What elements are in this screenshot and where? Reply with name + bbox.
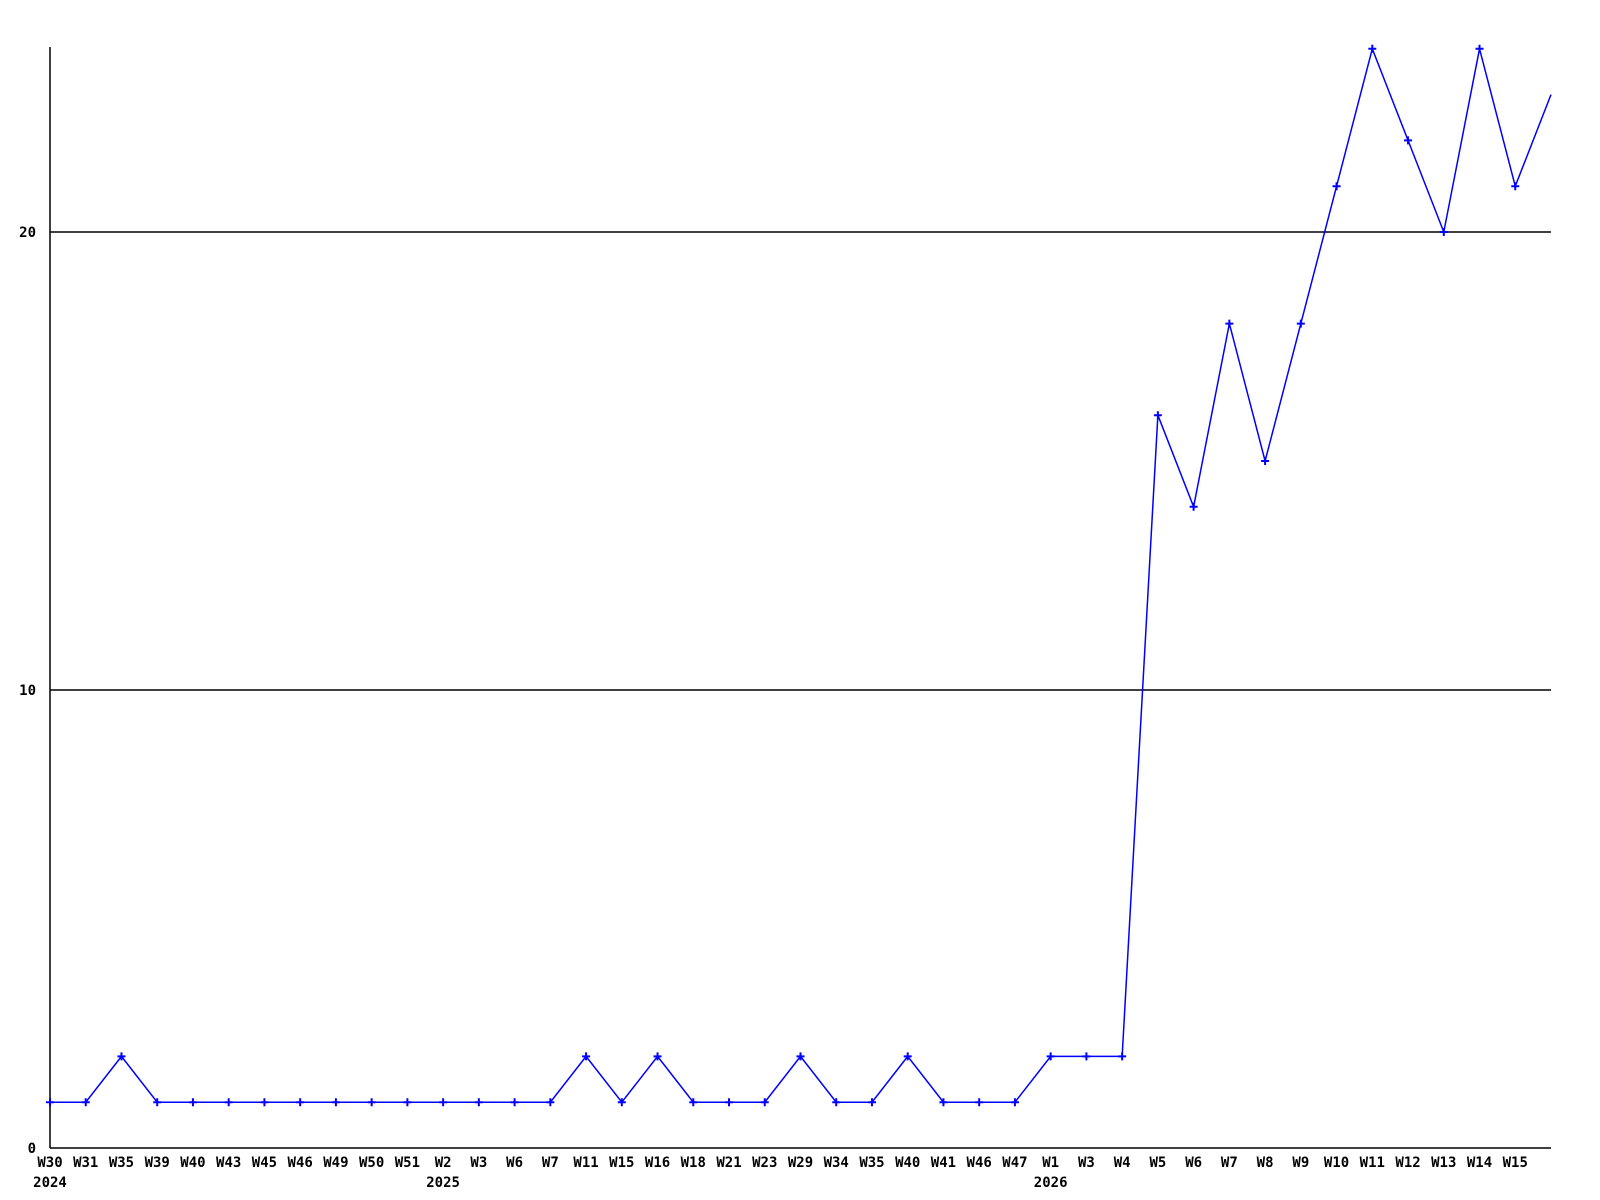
- data-point-marker: [331, 1098, 340, 1107]
- data-point-marker: [1010, 1098, 1019, 1107]
- x-tick-label: W3: [1078, 1155, 1095, 1171]
- data-line: [50, 46, 1552, 1104]
- data-point-marker: [1511, 182, 1520, 191]
- data-point-marker: [153, 1098, 162, 1107]
- x-tick-label: W35: [109, 1155, 134, 1171]
- x-tick-label: W11: [573, 1155, 598, 1171]
- x-year-label: 2024: [33, 1175, 67, 1191]
- data-point-marker: [1332, 182, 1341, 191]
- x-tick-label: W15: [1503, 1155, 1528, 1171]
- x-tick-label: W35: [859, 1155, 884, 1171]
- data-point-marker: [1046, 1052, 1055, 1061]
- x-tick-label: W6: [1185, 1155, 1202, 1171]
- data-point-marker: [617, 1098, 626, 1107]
- y-tick-label: 10: [19, 683, 36, 699]
- x-tick-label: W46: [967, 1155, 992, 1171]
- data-point-marker: [1153, 411, 1162, 420]
- data-point-marker: [760, 1098, 769, 1107]
- data-point-marker: [188, 1098, 197, 1107]
- data-point-marker: [867, 1098, 876, 1107]
- data-point-marker: [653, 1052, 662, 1061]
- x-tick-label: W15: [609, 1155, 634, 1171]
- data-point-marker: [1118, 1052, 1127, 1061]
- x-tick-label: W41: [931, 1155, 956, 1171]
- x-tick-label: W51: [395, 1155, 420, 1171]
- data-point-marker: [903, 1052, 912, 1061]
- x-tick-label: W1: [1042, 1155, 1059, 1171]
- x-tick-label: W7: [542, 1155, 559, 1171]
- data-point-marker: [1439, 228, 1448, 236]
- y-tick-label: 20: [19, 225, 36, 241]
- data-point-marker: [46, 1098, 54, 1107]
- x-tick-label: W34: [824, 1155, 849, 1171]
- data-point-marker: [439, 1098, 448, 1107]
- data-point-marker: [832, 1098, 841, 1107]
- x-tick-label: W40: [895, 1155, 920, 1171]
- x-year-label: 2026: [1034, 1175, 1068, 1191]
- x-tick-label: W13: [1431, 1155, 1456, 1171]
- x-tick-label: W6: [506, 1155, 523, 1171]
- x-tick-label: W23: [752, 1155, 777, 1171]
- data-point-marker: [1296, 319, 1305, 328]
- data-point-marker: [1261, 457, 1270, 465]
- data-point-marker: [1082, 1052, 1091, 1061]
- x-tick-label: W49: [323, 1155, 348, 1171]
- data-point-marker: [81, 1098, 90, 1107]
- x-tick-label: W10: [1324, 1155, 1349, 1171]
- x-tick-label: W21: [716, 1155, 741, 1171]
- data-point-marker: [1368, 44, 1377, 53]
- data-point-marker: [1404, 136, 1413, 145]
- data-point-marker: [510, 1098, 519, 1107]
- x-tick-label: W29: [788, 1155, 813, 1171]
- x-year-label: 2025: [426, 1175, 460, 1191]
- x-tick-label: W3: [470, 1155, 487, 1171]
- x-tick-label: W14: [1467, 1155, 1492, 1171]
- data-point-marker: [1189, 502, 1198, 511]
- x-tick-label: W9: [1292, 1155, 1309, 1171]
- x-tick-label: W2: [435, 1155, 452, 1171]
- data-point-marker: [403, 1098, 412, 1107]
- x-tick-label: W7: [1221, 1155, 1238, 1171]
- data-point-marker: [260, 1098, 269, 1107]
- data-point-marker: [689, 1098, 698, 1107]
- data-point-marker: [1475, 44, 1484, 53]
- x-tick-label: W31: [73, 1155, 98, 1171]
- data-point-marker: [939, 1098, 948, 1107]
- x-tick-label: W39: [145, 1155, 170, 1171]
- x-tick-label: W47: [1002, 1155, 1027, 1171]
- data-point-marker: [474, 1098, 483, 1107]
- x-tick-label: W43: [216, 1155, 241, 1171]
- data-point-marker: [796, 1052, 805, 1061]
- data-point-marker: [1225, 319, 1234, 328]
- data-point-marker: [367, 1098, 376, 1107]
- x-tick-label: W45: [252, 1155, 277, 1171]
- data-point-marker: [296, 1098, 305, 1107]
- x-tick-label: W46: [288, 1155, 313, 1171]
- data-point-marker: [117, 1052, 126, 1061]
- x-tick-label: W5: [1149, 1155, 1166, 1171]
- data-point-marker: [582, 1052, 591, 1061]
- data-point-marker: [224, 1098, 233, 1107]
- x-tick-label: W50: [359, 1155, 384, 1171]
- y-tick-label: 0: [28, 1141, 36, 1157]
- x-tick-label: W4: [1114, 1155, 1131, 1171]
- x-tick-label: W8: [1257, 1155, 1274, 1171]
- x-tick-label: W30: [37, 1155, 62, 1171]
- x-tick-label: W40: [180, 1155, 205, 1171]
- data-point-marker: [546, 1098, 555, 1107]
- data-point-marker: [725, 1098, 734, 1107]
- x-tick-label: W11: [1360, 1155, 1385, 1171]
- x-tick-label: W16: [645, 1155, 670, 1171]
- x-tick-label: W12: [1395, 1155, 1420, 1171]
- x-tick-label: W18: [681, 1155, 706, 1171]
- data-point-marker: [975, 1098, 984, 1107]
